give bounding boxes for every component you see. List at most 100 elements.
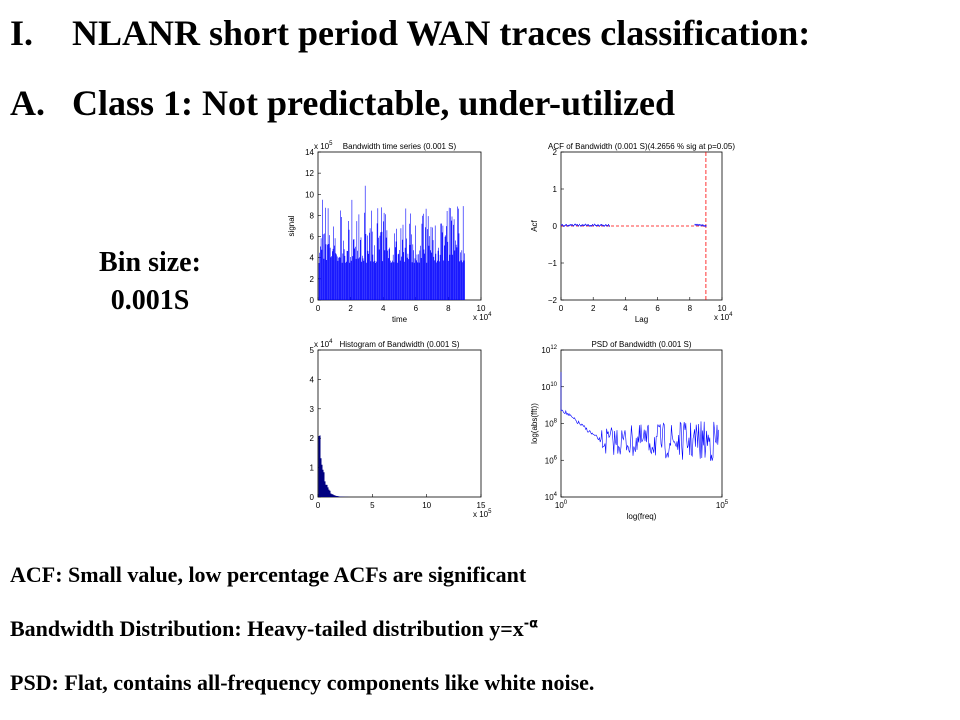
- y-tick-label: 2: [310, 434, 315, 443]
- power: 4: [729, 312, 733, 318]
- y-tick-label: 2: [310, 275, 315, 284]
- x-tick-label: 100: [555, 500, 568, 510]
- base: x 10: [714, 313, 730, 322]
- note: ACF: Small value, low percentage ACFs ar…: [10, 562, 527, 587]
- power: 5: [488, 509, 492, 515]
- x-tick-label: 10: [718, 304, 727, 313]
- power: 4: [329, 339, 333, 345]
- x-tick-label: 0: [316, 304, 321, 313]
- x-tick-label: 0: [559, 304, 564, 313]
- y-tick-label: 5: [310, 346, 315, 355]
- x-tick-label: 4: [623, 304, 628, 313]
- plot-title: ACF of Bandwidth (0.001 S)(4.2656 % sig …: [548, 142, 735, 151]
- power: 4: [554, 492, 558, 498]
- plot-title: PSD of Bandwidth (0.001 S): [591, 340, 691, 349]
- base: 10: [545, 493, 554, 502]
- power: 5: [725, 500, 729, 506]
- x-tick-label: 4: [381, 304, 386, 313]
- y-tick-label: 1010: [541, 382, 557, 392]
- y-tick-label: 4: [310, 375, 315, 384]
- power: 6: [554, 455, 558, 461]
- y-tick-label: 1012: [541, 345, 557, 355]
- x-tick-label: 6: [414, 304, 419, 313]
- x-tick-label: 10: [422, 501, 431, 510]
- heading: I. NLANR short period WAN traces classifi…: [10, 12, 810, 54]
- y-tick-label: 104: [545, 492, 558, 502]
- base: x 10: [473, 313, 489, 322]
- base: 10: [716, 501, 725, 510]
- heading-text: NLANR short period WAN traces classifica…: [72, 13, 811, 53]
- x-tick-label: 8: [446, 304, 451, 313]
- power: 5: [329, 141, 333, 147]
- y-axis-label: Acf: [530, 219, 539, 231]
- base: 10: [555, 501, 564, 510]
- histogram: [318, 435, 367, 497]
- psd-trace: [560, 372, 719, 461]
- base: 10: [545, 420, 554, 429]
- y-tick-label: 1: [553, 185, 558, 194]
- y-tick-label: 6: [310, 233, 315, 242]
- y-axis-label: log(abs(fft)): [530, 403, 539, 444]
- bin-size-value: 0.001S: [110, 285, 190, 316]
- x-axis-label: Lag: [635, 315, 648, 324]
- power: 10: [550, 382, 557, 388]
- y-tick-label: 108: [545, 419, 558, 429]
- y-tick-label: 3: [310, 405, 315, 414]
- y-tick-label: 4: [310, 254, 315, 263]
- x-tick-label: 6: [655, 304, 660, 313]
- base: x 10: [314, 340, 330, 349]
- plot-title: Bandwidth time series (0.001 S): [343, 142, 457, 151]
- x-axis-label: time: [392, 315, 408, 324]
- y-tick-label: 0: [553, 222, 558, 231]
- note-superscript: -α: [523, 616, 539, 632]
- base: 10: [541, 346, 550, 355]
- note: Bandwidth Distribution: Heavy-tailed dis…: [10, 616, 538, 642]
- y-tick-label: 12: [305, 169, 314, 178]
- y-tick-label: 2: [553, 148, 558, 157]
- y-tick-label: 1: [310, 464, 315, 473]
- subheading: A. Class 1: Not predictable, under-utiliz…: [10, 82, 675, 124]
- power: 8: [554, 419, 558, 425]
- note: PSD: Flat, contains all-frequency compon…: [10, 670, 595, 695]
- x-axis-label: log(freq): [627, 512, 657, 521]
- bin-size-label: Bin size:: [99, 247, 201, 278]
- x-tick-label: 15: [477, 501, 486, 510]
- y-tick-label: 0: [310, 493, 315, 502]
- power: 0: [564, 500, 568, 506]
- base: 10: [545, 456, 554, 465]
- x-exponent: x 104: [714, 312, 733, 322]
- x-tick-label: 2: [591, 304, 596, 313]
- y-tick-label: 106: [545, 455, 558, 465]
- x-tick-label: 105: [716, 500, 729, 510]
- x-exponent: x 105: [473, 509, 492, 519]
- power: 12: [550, 345, 557, 351]
- y-exponent: x 104: [314, 339, 333, 349]
- axes-box: [317, 349, 482, 498]
- signal-trace: [318, 185, 465, 300]
- y-exponent: x 105: [314, 141, 333, 151]
- acf-points: [561, 223, 707, 227]
- plot-title: Histogram of Bandwidth (0.001 S): [339, 340, 459, 349]
- base: x 10: [473, 510, 489, 519]
- y-tick-label: 0: [310, 296, 315, 305]
- power: 4: [488, 312, 492, 318]
- x-tick-label: 5: [370, 501, 375, 510]
- y-tick-label: 8: [310, 211, 315, 220]
- base: x 10: [314, 142, 330, 151]
- heading-marker: I.: [10, 13, 34, 53]
- heading-marker: A.: [10, 83, 45, 123]
- base: 10: [541, 383, 550, 392]
- axes-box: [560, 349, 723, 498]
- y-tick-label: −2: [548, 296, 558, 305]
- y-tick-label: 14: [305, 148, 314, 157]
- note-text: Bandwidth Distribution: Heavy-tailed dis…: [10, 616, 524, 641]
- x-tick-label: 10: [477, 304, 486, 313]
- y-tick-label: −1: [548, 259, 558, 268]
- heading-text: Class 1: Not predictable, under-utilized: [72, 83, 675, 123]
- x-tick-label: 8: [688, 304, 693, 313]
- y-axis-label: signal: [287, 215, 296, 236]
- x-tick-label: 2: [348, 304, 353, 313]
- x-tick-label: 0: [316, 501, 321, 510]
